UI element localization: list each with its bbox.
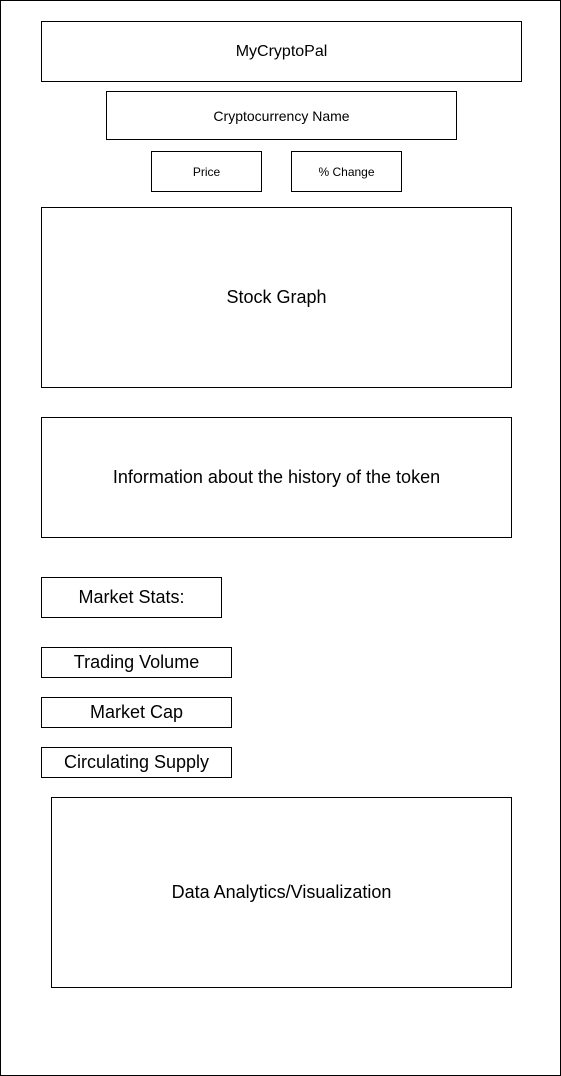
stock-graph-label: Stock Graph	[226, 287, 327, 307]
cryptocurrency-name-text: Cryptocurrency Name	[213, 107, 350, 124]
market-cap-label: Market Cap	[89, 702, 184, 722]
price-label: Price	[192, 164, 221, 179]
trading-volume-label: Trading Volume	[73, 652, 200, 672]
price-box: Price	[151, 151, 262, 192]
stock-graph-panel: Stock Graph	[41, 207, 512, 388]
circulating-supply-label: Circulating Supply	[63, 752, 210, 772]
percent-change-box: % Change	[291, 151, 402, 192]
cryptocurrency-name-field: Cryptocurrency Name	[106, 91, 457, 140]
app-title-text: MyCryptoPal	[235, 42, 328, 60]
token-history-panel: Information about the history of the tok…	[41, 417, 512, 538]
data-analytics-panel: Data Analytics/Visualization	[51, 797, 512, 988]
token-history-label: Information about the history of the tok…	[112, 467, 441, 487]
market-stats-heading-text: Market Stats:	[78, 587, 185, 607]
circulating-supply-item: Circulating Supply	[41, 747, 232, 778]
market-cap-item: Market Cap	[41, 697, 232, 728]
percent-change-label: % Change	[318, 164, 375, 179]
data-analytics-label: Data Analytics/Visualization	[171, 882, 392, 902]
trading-volume-item: Trading Volume	[41, 647, 232, 678]
app-title: MyCryptoPal	[41, 21, 522, 82]
market-stats-heading: Market Stats:	[41, 577, 222, 618]
